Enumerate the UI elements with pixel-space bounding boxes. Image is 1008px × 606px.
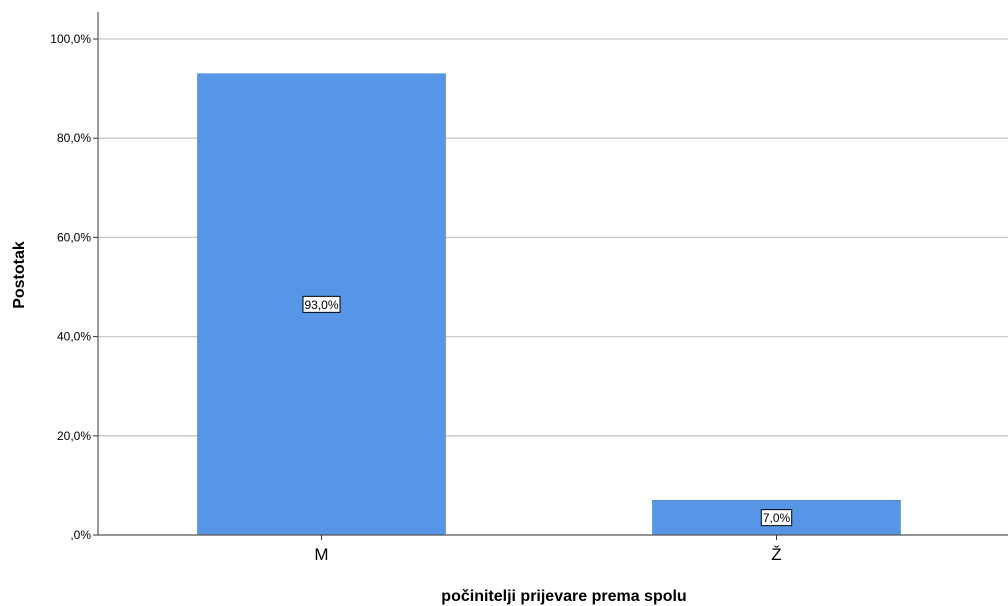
x-axis-title: počinitelji prijevare prema spolu (441, 588, 686, 605)
data-label-2: 7,0% (760, 509, 793, 527)
y-tick-label: ,0% (70, 528, 91, 542)
data-label-box (302, 295, 341, 313)
x-tick-label: Ž (771, 545, 781, 564)
y-tick-label: 20,0% (57, 429, 91, 443)
axes (93, 12, 1008, 540)
x-tick-label: M (314, 545, 328, 564)
y-tick-label: 60,0% (57, 230, 91, 244)
y-axis-title: Postotak (11, 241, 28, 309)
y-tick-label: 100,0% (50, 32, 91, 46)
data-label-1: 93,0% (302, 295, 341, 313)
y-tick-label: 40,0% (57, 330, 91, 344)
y-tick-label: 80,0% (57, 131, 91, 145)
data-label-box (760, 509, 793, 527)
data-labels: 93,0% 7,0% (302, 295, 793, 527)
data-label-text: 93,0% (304, 298, 338, 312)
data-label-text: 7,0% (763, 511, 791, 525)
y-tick-labels: ,0% 20,0% 40,0% 60,0% 80,0% 100,0% (50, 32, 91, 542)
